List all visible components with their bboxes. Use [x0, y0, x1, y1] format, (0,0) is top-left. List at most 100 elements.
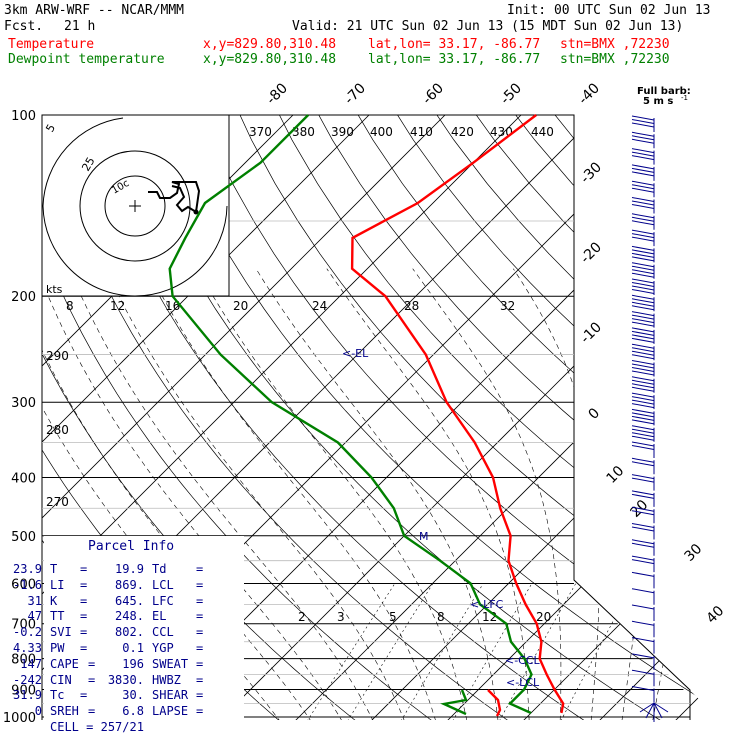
- temp-station: stn=BMX ,72230: [560, 37, 670, 52]
- parcel-row: T = 23.9 Td = 19.9: [13, 562, 204, 576]
- wind-barb: [631, 669, 655, 687]
- theta-label: 430: [490, 125, 513, 139]
- parcel-row: CAPE = 147 SWEAT = 196: [20, 656, 204, 671]
- isotherm: [42, 115, 473, 720]
- moist-adiabat: [326, 268, 530, 720]
- ccl-marker: <-CCL: [505, 654, 541, 667]
- wind-barb: [631, 343, 655, 361]
- mixing-label: 5: [389, 610, 397, 624]
- hodograph-end-dot: [193, 209, 199, 215]
- theta-label: 370: [249, 125, 272, 139]
- wind-barbs: [631, 115, 669, 722]
- lcl-marker: <-LCL: [506, 676, 540, 689]
- parcel-row-cell: CELL = 257/21: [50, 719, 144, 734]
- dewpoint-surface: [440, 689, 468, 716]
- barb-legend-title: Full barb:: [637, 86, 691, 97]
- el-marker: <-EL: [342, 347, 369, 360]
- mixing-label: 3: [337, 610, 345, 624]
- pressure-label: 900: [11, 683, 36, 698]
- parcel-row: LI = -1.6 LCL = 869.: [13, 577, 204, 592]
- isotherm-label: -70: [342, 80, 369, 107]
- pressure-label: 1000: [3, 711, 36, 726]
- moist-adiabat: [42, 268, 348, 720]
- wind-barb: [631, 408, 655, 426]
- moist-adiabat: [650, 268, 700, 720]
- wind-barb: [631, 441, 655, 458]
- pressure-label: 400: [11, 471, 36, 486]
- hodograph-unit: kts: [46, 283, 63, 296]
- wind-barb: [631, 555, 655, 573]
- hodograph: 5 25 10c kts: [41, 114, 230, 297]
- wind-barb: [631, 229, 655, 247]
- wind-barb: [631, 278, 655, 295]
- dry-adiabat: [685, 115, 700, 720]
- dry-adiabat: [609, 115, 700, 720]
- isotherm-label: -20: [578, 239, 605, 266]
- wind-barb: [631, 376, 655, 393]
- theta-label: 390: [331, 125, 354, 139]
- theta-labels: 370 380 390 400 410 420 430 440 290 280 …: [46, 125, 554, 509]
- isotherm: [285, 115, 700, 720]
- dry-adiabat: [341, 115, 700, 720]
- model-title: 3km ARW-WRF -- NCAR/MMM: [4, 3, 185, 18]
- isotherm: [437, 115, 700, 720]
- valid-time: Valid: 21 UTC Sun 02 Jun 13 (15 MDT Sun …: [292, 19, 684, 34]
- pressure-label: 200: [11, 290, 36, 305]
- dry-adiabat: [226, 115, 700, 720]
- barb-legend: Full barb: 5 m s -1: [637, 86, 691, 107]
- wind-barb: [631, 148, 655, 165]
- isotherm-label: -30: [578, 159, 605, 186]
- isotherm: [665, 115, 700, 720]
- theta-side-label: 270: [46, 495, 69, 509]
- wind-barb: [631, 653, 655, 670]
- mixing-ratio-labels: 2 3 5 8 12 20: [298, 610, 551, 624]
- moist-adiabat: [255, 268, 500, 720]
- wind-barb: [631, 604, 655, 621]
- theta-label: 440: [531, 125, 554, 139]
- dew-latlon: lat,lon= 33.17, -86.77: [368, 52, 541, 67]
- dry-adiabat: [188, 115, 700, 720]
- wind-barb: [631, 425, 655, 442]
- mixing-label: 20: [536, 610, 551, 624]
- mixing-label: 24: [312, 299, 327, 313]
- isotherm-label: 10: [604, 463, 628, 487]
- isotherm-label: 0: [586, 405, 604, 423]
- wind-barb: [631, 245, 655, 263]
- moist-adiabat: [412, 268, 562, 720]
- parcel-row: TT = 47 EL = 248.: [27, 609, 204, 624]
- theta-side-label: 290: [46, 349, 69, 363]
- theta-label: 400: [370, 125, 393, 139]
- level-markers: <-EL <-LFC <-CCL <-LCL M: [342, 347, 541, 689]
- wind-barb: [631, 474, 655, 491]
- dewpoint-profile: [168, 114, 533, 715]
- theta-label: 380: [292, 125, 315, 139]
- wind-barb: [631, 539, 655, 556]
- isotherm: [42, 115, 549, 720]
- m-marker: M: [419, 530, 429, 543]
- hodograph-ring: [42, 205, 136, 297]
- dry-adiabat: [418, 115, 700, 720]
- upper-mixing-labels: 8 12 16 20 24 28 32: [66, 299, 515, 313]
- isotherm-label: 30: [682, 541, 706, 565]
- init-time: Init: 00 UTC Sun 02 Jun 13: [507, 3, 711, 18]
- dew-xy: x,y=829.80,310.48: [203, 52, 337, 67]
- wind-barb: [631, 262, 655, 279]
- barb-legend-exponent: -1: [681, 94, 688, 102]
- wind-barb: [631, 327, 655, 344]
- parcel-info-panel: Parcel Info T = 23.9 Td = 19.9 LI = -1.6 LCL = 869…: [13, 536, 244, 734]
- theta-side-label: 280: [46, 423, 69, 437]
- wind-barb: [631, 360, 655, 377]
- theta-label: 410: [410, 125, 433, 139]
- dry-adiabat: [379, 115, 700, 720]
- dry-adiabat: [570, 115, 700, 720]
- isotherm-label: 40: [704, 603, 728, 627]
- temperature-profile: [350, 114, 565, 714]
- mixing-label: 8: [437, 610, 445, 624]
- isotherm-label: -50: [498, 80, 525, 107]
- isotherm: [589, 115, 700, 720]
- wind-barb: [631, 506, 655, 524]
- wind-barb: [631, 571, 655, 589]
- wind-barb: [631, 213, 655, 230]
- wind-barb: [631, 588, 655, 605]
- pressure-label: 800: [11, 653, 36, 668]
